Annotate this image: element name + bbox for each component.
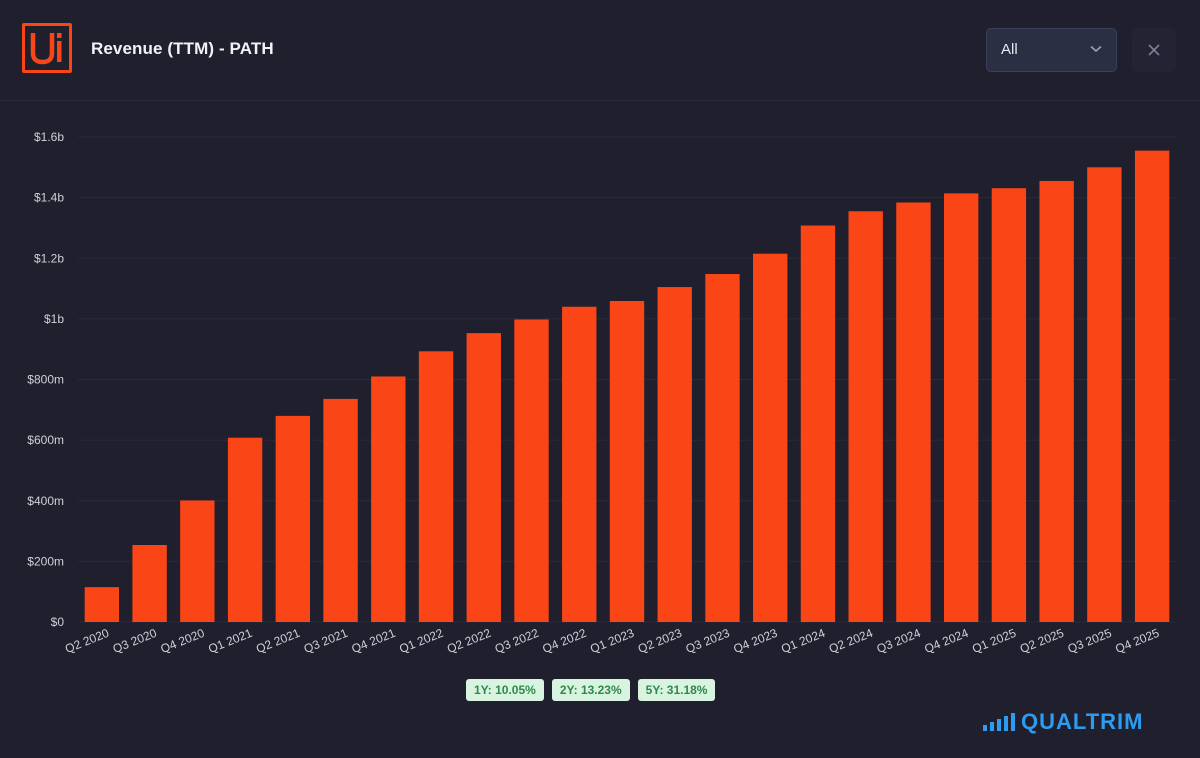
bar — [514, 319, 549, 622]
x-tick-label: Q3 2025 — [1066, 626, 1114, 656]
y-tick-label: $1.4b — [34, 191, 64, 205]
bar — [323, 398, 358, 622]
y-tick-label: $600m — [27, 433, 64, 447]
bar — [991, 188, 1027, 622]
period-select-value: All — [1001, 41, 1018, 58]
x-tick-label: Q1 2021 — [206, 626, 254, 656]
close-icon — [1148, 44, 1160, 56]
brand-watermark: QUALTRIM — [983, 707, 1183, 737]
period-select[interactable]: All — [986, 28, 1117, 72]
y-tick-label: $400m — [27, 494, 64, 508]
x-tick-label: Q3 2022 — [493, 626, 541, 656]
x-tick-label: Q4 2020 — [159, 626, 207, 656]
x-tick-label: Q3 2024 — [875, 626, 923, 656]
bar — [275, 415, 311, 622]
y-tick-label: $800m — [27, 373, 64, 387]
x-tick-label: Q2 2021 — [254, 626, 302, 656]
y-tick-label: $0 — [51, 615, 65, 629]
bar — [371, 376, 406, 622]
x-tick-label: Q1 2023 — [588, 626, 636, 656]
bar — [800, 225, 836, 622]
x-tick-label: Q2 2024 — [827, 626, 875, 656]
bar — [84, 587, 120, 622]
x-tick-label: Q1 2022 — [397, 626, 445, 656]
bars — [84, 150, 1170, 622]
x-tick-label: Q2 2023 — [636, 626, 684, 656]
bar — [848, 211, 883, 622]
growth-badges: 1Y: 10.05% 2Y: 13.23% 5Y: 31.18% — [466, 679, 723, 701]
bar — [227, 437, 263, 622]
y-tick-label: $200m — [27, 554, 64, 568]
bar — [1039, 180, 1074, 622]
chart-title: Revenue (TTM) - PATH — [91, 39, 274, 58]
logo-glyph — [30, 33, 62, 65]
x-tick-label: Q4 2023 — [731, 626, 779, 656]
x-axis-ticks: Q2 2020 Q3 2020 Q4 2020 Q1 2021 Q2 2021 Q3 20… — [63, 626, 1161, 656]
y-axis-ticks: $0 $200m $400m $600m $800m $1b $1.2b $1.4b $1.6b — [27, 130, 64, 629]
bar — [896, 202, 931, 622]
header: Revenue (TTM) - PATH All — [0, 0, 1200, 101]
bar — [132, 545, 167, 622]
uipath-logo-icon — [22, 23, 72, 73]
x-tick-label: Q2 2025 — [1018, 626, 1066, 656]
growth-badge-5y: 5Y: 31.18% — [637, 679, 716, 701]
x-tick-label: Q2 2022 — [445, 626, 493, 656]
bar — [753, 253, 788, 622]
bar — [657, 287, 692, 622]
brand-name: QUALTRIM — [1021, 709, 1144, 734]
bar — [943, 193, 979, 622]
x-tick-label: Q1 2024 — [779, 626, 827, 656]
x-tick-label: Q4 2025 — [1113, 626, 1161, 656]
bar — [705, 274, 740, 622]
x-tick-label: Q3 2023 — [684, 626, 732, 656]
x-tick-label: Q3 2020 — [111, 626, 159, 656]
x-tick-label: Q4 2022 — [540, 626, 588, 656]
y-tick-label: $1b — [44, 312, 64, 326]
revenue-bar-chart: $0 $200m $400m $600m $800m $1b $1.2b $1.4b $1.6b… — [27, 130, 1176, 656]
y-tick-label: $1.6b — [34, 130, 64, 144]
close-button[interactable] — [1132, 28, 1176, 72]
bar — [1087, 167, 1122, 622]
bar — [466, 333, 501, 622]
bar — [418, 351, 454, 622]
growth-badge-1y: 1Y: 10.05% — [466, 679, 544, 701]
bar — [609, 300, 645, 622]
y-tick-label: $1.2b — [34, 251, 64, 265]
x-tick-label: Q4 2024 — [922, 626, 970, 656]
x-tick-label: Q4 2021 — [349, 626, 397, 656]
bar — [562, 306, 597, 622]
bar — [180, 500, 215, 622]
x-tick-label: Q2 2020 — [63, 626, 111, 656]
bar — [1134, 150, 1170, 622]
x-tick-label: Q1 2025 — [970, 626, 1018, 656]
signal-bars-icon — [983, 713, 1015, 731]
x-tick-label: Q3 2021 — [302, 626, 350, 656]
chevron-down-icon — [1090, 45, 1102, 53]
growth-badge-2y: 2Y: 13.23% — [551, 679, 630, 701]
